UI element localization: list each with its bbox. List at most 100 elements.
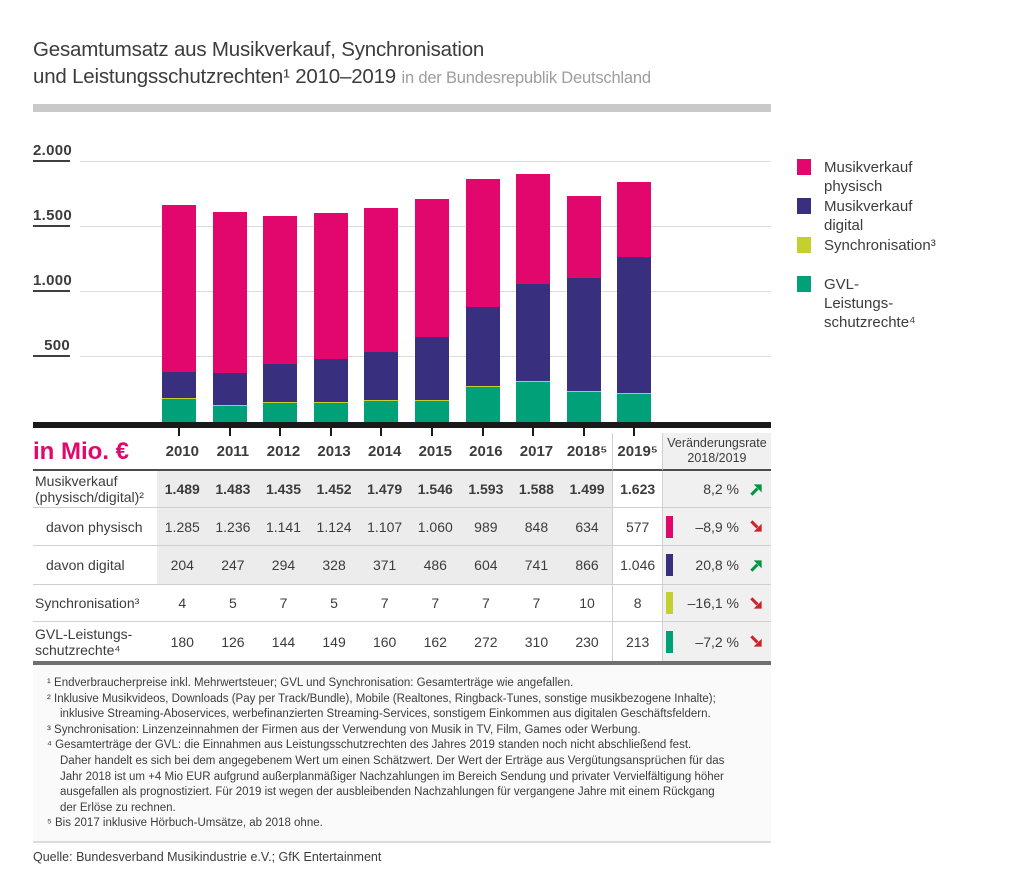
bar-2019-digital bbox=[617, 257, 652, 394]
y-axis-label-1500: 1.500 bbox=[33, 207, 73, 224]
cell-musikverkauf-gesamt-2011: 1.483 bbox=[207, 471, 259, 508]
bar-2016-gvl bbox=[465, 386, 500, 422]
year-column-2016: 2016 bbox=[460, 433, 512, 471]
revenue-table: in Mio. €2010 2011 2012 2013 2014 2015 2016 201… bbox=[33, 433, 771, 661]
bar-2013-physisch bbox=[313, 213, 348, 360]
y-axis-label-500: 500 bbox=[44, 337, 70, 354]
legend-label-synchronisation: Synchronisation³ bbox=[824, 237, 936, 254]
row-label-davon-digital: davon digital bbox=[33, 546, 157, 585]
bar-2011-digital bbox=[212, 372, 247, 405]
change-cell-synchronisation: –16,1 % bbox=[662, 585, 771, 622]
bar-2015-gvl bbox=[415, 400, 449, 422]
x-axis-tick-2015 bbox=[431, 428, 433, 436]
cell-davon-digital-2010: 204 bbox=[157, 546, 208, 585]
cell-synchronisation-2010: 4 bbox=[157, 585, 208, 622]
cell-synchronisation-2015: 7 bbox=[409, 585, 461, 622]
bar-2017-gvl bbox=[516, 381, 551, 422]
bar-2014-gvl bbox=[364, 401, 399, 422]
x-axis-tick-2012 bbox=[279, 428, 282, 436]
bar-2014-synchronisation bbox=[364, 400, 399, 402]
bar-2011-physisch bbox=[212, 212, 247, 373]
cell-musikverkauf-gesamt-2014: 1.479 bbox=[359, 471, 410, 508]
x-axis-tick-2017 bbox=[532, 428, 535, 436]
cell-gvl-2011: 126 bbox=[221, 633, 245, 650]
year-column-2012: 2012 bbox=[258, 433, 309, 471]
bar-2019-gvl bbox=[617, 394, 652, 422]
bar-2010-synchronisation bbox=[162, 398, 196, 399]
x-axis-tick-2019 bbox=[633, 428, 636, 436]
footnote-3: ³ Synchronisation: Linzenzeinnahmen der … bbox=[47, 723, 641, 736]
y-axis-tick bbox=[33, 355, 70, 357]
table-bottom-rule bbox=[33, 661, 771, 665]
legend-label-digital: Musikverkauf digital bbox=[824, 198, 913, 234]
cell-gvl-2016: 272 bbox=[474, 633, 498, 650]
bar-2010-gvl bbox=[162, 398, 196, 422]
year-column-2019: 2019⁵ bbox=[612, 433, 663, 471]
chart-title: Gesamtumsatz aus Musikverkauf, Synchroni… bbox=[33, 36, 651, 92]
bar-2018-gvl bbox=[566, 392, 601, 422]
x-axis-tick-2016 bbox=[481, 428, 484, 436]
change-value-gvl: –7,2 % bbox=[695, 633, 739, 650]
bar-2011-synchronisation bbox=[212, 404, 247, 406]
cell-musikverkauf-gesamt-2010: 1.489 bbox=[157, 471, 208, 508]
cell-gvl-2013: 149 bbox=[322, 633, 346, 650]
year-column-2018: 2018⁵ bbox=[561, 433, 613, 471]
x-axis-tick-2011 bbox=[228, 428, 231, 436]
cell-davon-digital-2011: 247 bbox=[207, 546, 259, 585]
cell-davon-digital-2013: 328 bbox=[308, 546, 360, 585]
cell-musikverkauf-gesamt-2019: 1.623 bbox=[612, 471, 663, 508]
cell-davon-digital-2018: 866 bbox=[561, 546, 613, 585]
cell-davon-physisch-2017: 848 bbox=[511, 508, 562, 546]
legend-swatch-synchronisation bbox=[797, 237, 811, 253]
y-axis-tick bbox=[33, 290, 70, 292]
footnotes-box: ¹ Endverbraucherpreise inkl. Mehrwertste… bbox=[33, 665, 771, 843]
row-label-gvl: GVL-Leistungs- schutzrechte⁴ bbox=[35, 625, 133, 658]
bar-2017-digital bbox=[516, 284, 551, 381]
cell-davon-physisch-2012: 1.141 bbox=[258, 508, 309, 546]
y-axis-label-2000: 2.000 bbox=[33, 142, 73, 159]
cell-gvl-2019: 213 bbox=[612, 622, 663, 661]
cell-synchronisation-2018: 10 bbox=[561, 585, 613, 622]
cell-davon-physisch-2019: 577 bbox=[612, 508, 663, 546]
cell-musikverkauf-gesamt-2017: 1.588 bbox=[511, 471, 562, 508]
change-cell-musikverkauf-gesamt: 8,2 % bbox=[662, 471, 771, 508]
row-label-musikverkauf-gesamt: Musikverkauf (physisch/digital)² bbox=[33, 471, 157, 508]
change-cell-davon-physisch: –8,9 % bbox=[662, 508, 771, 546]
year-column-2017: 2017 bbox=[511, 433, 562, 471]
cell-synchronisation-2016: 7 bbox=[460, 585, 512, 622]
cell-davon-physisch-2013: 1.124 bbox=[308, 508, 360, 546]
change-cell-davon-digital: 20,8 % bbox=[662, 546, 771, 585]
trend-up-icon bbox=[750, 483, 762, 496]
year-column-2015: 2015 bbox=[409, 433, 461, 471]
cell-gvl-2018: 230 bbox=[575, 633, 599, 650]
series-chip-gvl bbox=[665, 630, 673, 653]
change-value-davon-physisch: –8,9 % bbox=[695, 518, 739, 535]
row-label-davon-physisch: davon physisch bbox=[33, 508, 157, 546]
cell-davon-digital-2015: 486 bbox=[409, 546, 461, 585]
legend-swatch-physisch bbox=[797, 159, 811, 175]
bar-2016-physisch bbox=[465, 178, 500, 308]
cell-davon-digital-2019: 1.046 bbox=[612, 546, 663, 585]
bar-2013-synchronisation bbox=[313, 401, 348, 403]
cell-musikverkauf-gesamt-2013: 1.452 bbox=[308, 471, 360, 508]
trend-down-icon bbox=[750, 596, 762, 609]
x-axis-tick-2014 bbox=[380, 428, 383, 436]
x-axis-tick-2010 bbox=[178, 428, 180, 436]
y-axis-tick bbox=[33, 160, 70, 162]
x-axis-tick-2018 bbox=[582, 428, 585, 436]
series-chip-digital bbox=[665, 554, 673, 576]
cell-gvl-2010: 180 bbox=[170, 633, 194, 650]
trend-up-icon bbox=[750, 559, 762, 572]
title-divider-bar bbox=[33, 104, 771, 112]
bar-2018-physisch bbox=[566, 195, 601, 279]
year-column-2013: 2013 bbox=[308, 433, 360, 471]
cell-gvl-2012: 144 bbox=[271, 633, 296, 650]
cell-davon-digital-2012: 294 bbox=[258, 546, 309, 585]
cell-synchronisation-2014: 7 bbox=[359, 585, 410, 622]
bar-2010-digital bbox=[162, 371, 196, 399]
cell-gvl-2017: 310 bbox=[524, 633, 549, 650]
cell-davon-physisch-2016: 989 bbox=[460, 508, 512, 546]
gridline-2000 bbox=[80, 161, 771, 162]
bar-2013-gvl bbox=[313, 402, 348, 422]
cell-davon-digital-2014: 371 bbox=[359, 546, 410, 585]
